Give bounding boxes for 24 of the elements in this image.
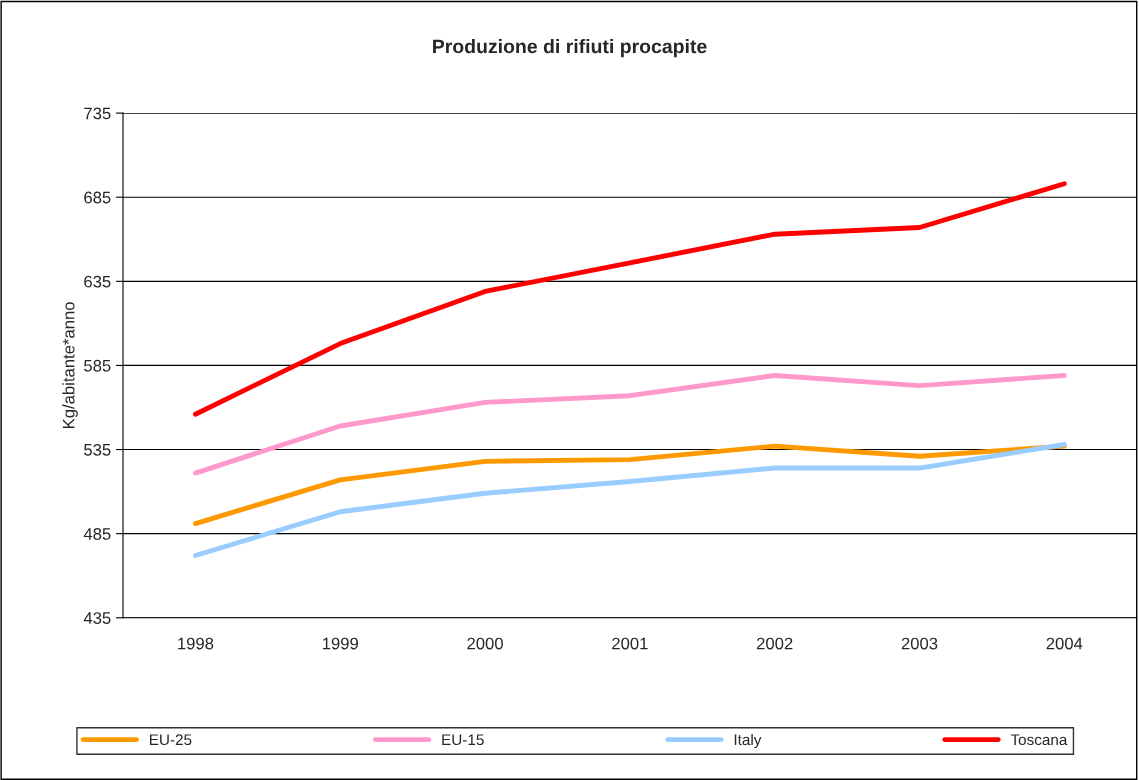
y-tick-label: 685 (84, 191, 111, 204)
x-tick-label: 1998 (178, 637, 214, 650)
line-series (192, 443, 1067, 526)
x-tick-label: 2003 (901, 637, 938, 650)
x-tick-label: 2004 (1046, 637, 1083, 650)
y-tick-label: 435 (83, 612, 111, 624)
line-series (192, 181, 1067, 417)
line-series (192, 442, 1067, 558)
legend-label: Toscana (1010, 734, 1068, 746)
y-tick-label: 735 (84, 107, 111, 120)
y-axis-title: Kg/abitante*anno (62, 302, 78, 428)
y-tick-label: 585 (84, 359, 111, 372)
legend-label: EU-15 (442, 734, 484, 746)
legend-label: Italy (734, 733, 762, 749)
x-tick-label: 2002 (756, 637, 793, 650)
x-tick-label: 1999 (322, 637, 358, 650)
line-series (192, 373, 1067, 476)
legend-label: EU-25 (150, 734, 192, 746)
x-tick-label: 2000 (467, 637, 503, 650)
x-tick-label: 2001 (612, 637, 648, 650)
chart-title: Produzione di rifiuti procapite (433, 39, 707, 58)
y-tick-label: 535 (84, 443, 111, 456)
y-tick-label: 635 (84, 275, 111, 288)
y-tick-label: 485 (83, 528, 111, 540)
